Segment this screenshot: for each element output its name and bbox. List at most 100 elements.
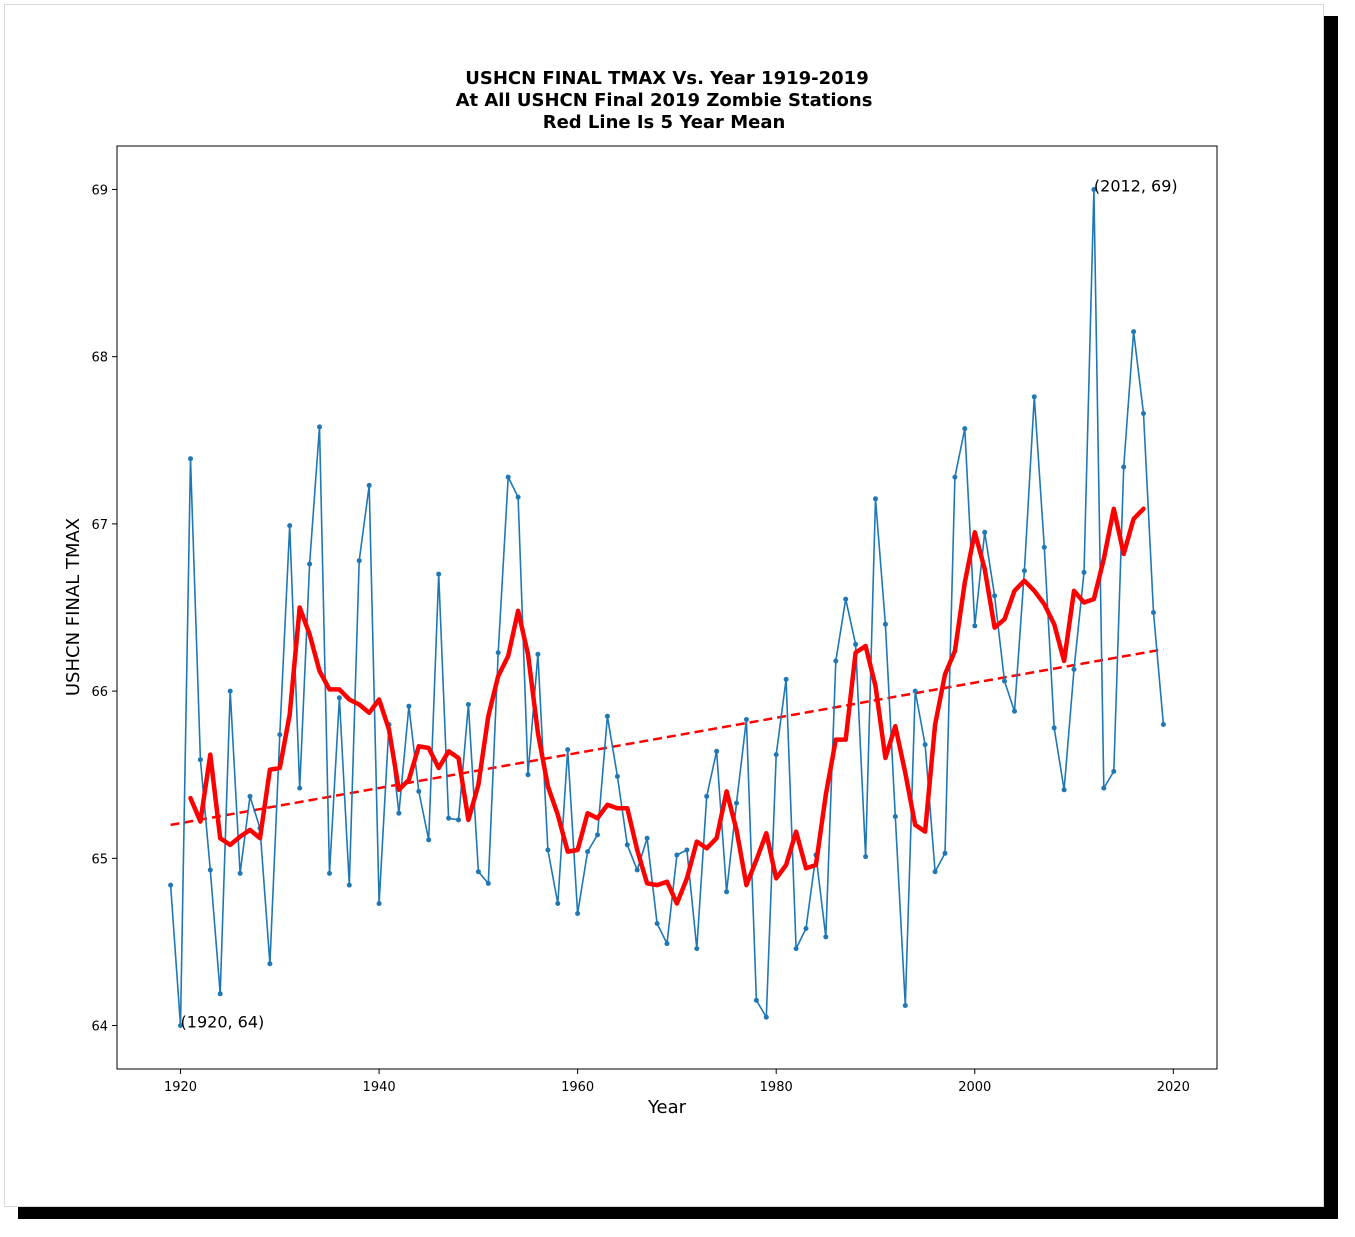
annual-point — [565, 747, 571, 753]
y-tick-label: 69 — [91, 183, 108, 198]
annual-point — [1012, 708, 1017, 714]
annual-point — [684, 847, 690, 853]
annual-point — [604, 713, 610, 719]
annual-point — [743, 717, 749, 722]
annual-point — [1151, 610, 1156, 615]
annual-point — [197, 757, 203, 763]
annual-point — [1031, 394, 1037, 400]
annual-point — [793, 946, 799, 952]
annual-point — [654, 921, 660, 926]
title-line-2: At All USHCN Final 2019 Zombie Stations — [456, 90, 873, 111]
annual-point — [803, 926, 809, 931]
annual-point — [465, 702, 471, 707]
annual-point — [1081, 569, 1087, 575]
annual-point — [932, 869, 938, 875]
annual-point — [346, 882, 352, 888]
annual-point — [545, 847, 551, 853]
annual-point — [982, 529, 988, 535]
annual-point — [168, 882, 174, 888]
annual-point — [962, 426, 968, 432]
annual-point — [505, 474, 511, 480]
annual-point — [843, 596, 849, 602]
title-line-1: USHCN FINAL TMAX Vs. Year 1919-2019 — [465, 68, 868, 89]
annual-point — [575, 911, 581, 916]
plot-area — [116, 145, 1218, 1070]
annual-point — [1051, 725, 1057, 731]
annual-point — [833, 658, 839, 664]
annual-point — [207, 867, 213, 873]
y-axis-ticks: 64 65 66 67 68 69 — [91, 183, 117, 1035]
annual-point — [1002, 678, 1007, 684]
annual-point — [853, 641, 859, 647]
annual-point — [416, 788, 422, 794]
annual-point — [892, 814, 898, 819]
annual-point — [277, 732, 283, 738]
y-tick-label: 67 — [91, 518, 108, 533]
x-axis-label: Year — [647, 1097, 687, 1118]
annual-point — [595, 832, 600, 838]
annual-point — [436, 571, 442, 577]
y-tick-label: 65 — [91, 852, 108, 867]
annotations: (1920, 64) (2012, 69) — [181, 176, 1178, 1031]
annual-point — [376, 901, 382, 906]
x-axis-ticks: 1920 1940 1960 1980 2000 2020 — [164, 1069, 1190, 1095]
annual-point — [783, 676, 789, 682]
annual-point — [1121, 464, 1127, 470]
annual-point — [227, 688, 233, 694]
annual-point — [1101, 785, 1107, 791]
annual-point — [356, 558, 362, 564]
annual-point — [1131, 329, 1137, 335]
y-axis-label: USHCN FINAL TMAX — [63, 518, 84, 696]
annual-point — [912, 688, 918, 694]
annual-point — [515, 494, 521, 500]
annual-point — [873, 496, 878, 502]
annual-point — [307, 561, 313, 567]
annual-point — [485, 880, 491, 886]
annual-point — [1160, 722, 1166, 727]
x-tick-label: 1940 — [363, 1080, 396, 1095]
annual-point — [634, 867, 640, 873]
series-layer — [168, 187, 1166, 1028]
x-tick-label: 2020 — [1157, 1080, 1190, 1095]
annual-point — [535, 651, 541, 657]
annual-point — [287, 523, 293, 529]
annual-point — [327, 870, 332, 876]
annual-point — [763, 1014, 769, 1020]
annual-point — [475, 869, 481, 875]
annual-point — [585, 849, 591, 855]
y-tick-label: 64 — [91, 1020, 108, 1035]
annual-point — [247, 793, 253, 799]
annual-point — [1091, 187, 1097, 192]
annual-point — [664, 941, 670, 947]
annual-point — [863, 854, 869, 860]
point-annotation: (1920, 64) — [181, 1013, 265, 1032]
annual-point — [426, 837, 432, 843]
annual-point — [773, 752, 779, 758]
annual-point — [724, 889, 730, 895]
annual-point — [237, 870, 243, 876]
annual-point — [446, 815, 452, 821]
annual-point — [942, 850, 948, 856]
x-tick-label: 1980 — [760, 1080, 793, 1095]
annual-point — [188, 456, 193, 462]
trend-line — [170, 648, 1164, 827]
annual-point — [714, 748, 720, 754]
annual-point — [694, 946, 700, 952]
annual-point — [922, 742, 928, 748]
annual-point — [624, 842, 630, 848]
annual-point — [366, 482, 372, 488]
annual-point — [396, 810, 402, 816]
annual-point — [902, 1003, 908, 1008]
x-tick-label: 1920 — [164, 1080, 197, 1095]
title-line-3: Red Line Is 5 Year Mean — [543, 112, 786, 133]
annual-point — [644, 835, 650, 841]
annual-point — [952, 474, 958, 480]
y-tick-label: 66 — [91, 685, 108, 700]
annual-point — [1021, 568, 1027, 574]
annual-point — [317, 424, 322, 430]
annual-point — [1071, 666, 1077, 672]
x-tick-label: 1960 — [561, 1080, 594, 1095]
chart-title: USHCN FINAL TMAX Vs. Year 1919-2019 At A… — [456, 68, 873, 133]
annual-point — [525, 772, 531, 778]
